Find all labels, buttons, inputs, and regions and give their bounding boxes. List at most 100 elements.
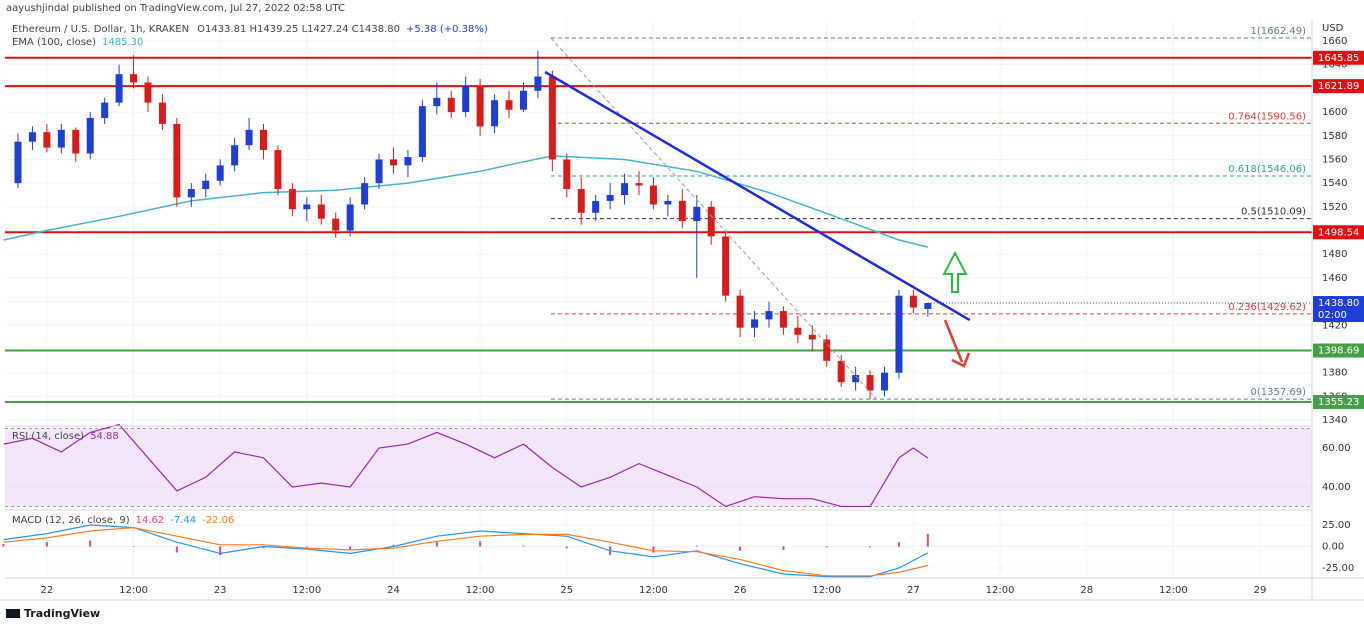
last-price-tag: 1438.80 — [1318, 298, 1359, 309]
down-arrow — [943, 319, 971, 368]
candle-body — [130, 74, 138, 83]
x-tick-label: 12:00 — [292, 585, 321, 596]
macd-hist-bar — [175, 546, 178, 553]
y-tick-label: 1480 — [1322, 249, 1347, 260]
macd-hist-bar — [349, 546, 352, 550]
rsi-legend-value: 54.88 — [90, 431, 119, 442]
candle-body — [606, 194, 614, 201]
candle-body — [635, 183, 643, 186]
candle-body — [216, 165, 224, 181]
candle-body — [57, 129, 65, 148]
candle-body — [722, 236, 730, 296]
signal-line — [3, 526, 928, 577]
fib-label: 0.236(1429.62) — [1228, 302, 1306, 313]
y-tick-label: 0.00 — [1322, 541, 1344, 552]
macd-hist-bar — [825, 546, 828, 548]
macd-legend-value: -7.44 — [170, 515, 196, 526]
y-tick-label: 25.00 — [1322, 520, 1351, 531]
rsi-line — [3, 423, 929, 508]
y-tick-label: 1560 — [1322, 154, 1347, 165]
ema-line — [3, 155, 928, 248]
level-tag: 1621.89 — [1318, 81, 1359, 92]
candle-body — [736, 295, 744, 328]
y-tick-label: 1520 — [1322, 202, 1347, 213]
candle-body — [519, 90, 527, 110]
candle-body — [389, 159, 397, 166]
candle-body — [462, 86, 470, 113]
x-tick-label: 12:00 — [986, 585, 1015, 596]
candle-body — [202, 180, 210, 190]
macd-hist-bar — [262, 546, 265, 549]
candle-body — [924, 303, 932, 309]
x-tick-label: 24 — [387, 585, 400, 596]
macd-legend: MACD (12, 26, close, 9) — [12, 515, 130, 526]
x-tick-label: 29 — [1254, 585, 1267, 596]
fib-label: 1(1662.49) — [1250, 26, 1306, 37]
level-tag: 1398.69 — [1318, 346, 1359, 357]
level-tag: 1498.54 — [1318, 227, 1359, 238]
macd-line — [3, 524, 929, 578]
ema-legend: EMA (100, close) — [12, 37, 96, 48]
candle-body — [418, 106, 426, 158]
candle-body — [534, 76, 542, 91]
x-tick-label: 28 — [1080, 585, 1093, 596]
candle-body — [707, 206, 715, 237]
candle-body — [317, 204, 325, 219]
currency: USD — [1322, 23, 1344, 34]
x-tick-label: 23 — [214, 585, 227, 596]
y-tick-label: 40.00 — [1322, 482, 1351, 493]
countdown: 02:00 — [1318, 310, 1347, 321]
level-tag: 1355.23 — [1318, 397, 1359, 408]
y-tick-label: 1600 — [1322, 107, 1347, 118]
change: +5.38 (+0.38%) — [406, 24, 488, 35]
candle-body — [144, 82, 152, 103]
y-tick-label: 1420 — [1322, 320, 1347, 331]
ohlc: O1433.81 H1439.25 L1427.24 C1438.80 — [197, 24, 400, 35]
candle-body — [72, 129, 80, 154]
candle-body — [173, 123, 181, 198]
x-tick-label: 12:00 — [1159, 585, 1188, 596]
candle-body — [823, 339, 831, 361]
candle-body — [14, 141, 22, 184]
y-tick-label: 1540 — [1322, 178, 1347, 189]
publisher: aayushjindal published on TradingView.co… — [6, 3, 345, 14]
rsi-band — [5, 428, 1312, 507]
macd-hist-bar — [695, 545, 698, 547]
candle-body — [332, 218, 340, 231]
macd-hist-bar — [479, 541, 482, 547]
candle-body — [621, 183, 629, 195]
y-tick-label: 1640 — [1322, 60, 1347, 71]
candle-body — [808, 334, 816, 340]
y-tick-label: 1340 — [1322, 415, 1347, 426]
macd-hist-bar — [392, 544, 395, 547]
level-tag-bg — [1313, 50, 1364, 65]
candle-body — [28, 132, 36, 142]
candle-body — [505, 100, 513, 110]
macd-hist-bar — [2, 543, 5, 547]
candle-body — [866, 375, 874, 391]
macd-hist-bar — [869, 546, 872, 548]
plot — [2, 37, 1312, 578]
macd-hist-bar — [305, 546, 308, 548]
candle-body — [765, 311, 773, 320]
macd-legend-value: -22.06 — [202, 515, 234, 526]
fib-label: 0(1357.69) — [1250, 387, 1306, 398]
candle-body — [693, 206, 701, 222]
rsi-legend: RSI (14, close) — [12, 431, 84, 442]
candle-body — [433, 97, 441, 107]
candle-body — [101, 102, 109, 118]
fib-label: 0.764(1590.56) — [1228, 111, 1306, 122]
candle-body — [303, 204, 311, 210]
candle-body — [115, 74, 123, 103]
candle-body — [187, 189, 195, 198]
macd-hist-bar — [926, 533, 929, 547]
candle-body — [548, 76, 556, 160]
x-tick-label: 26 — [734, 585, 747, 596]
candle-body — [563, 159, 571, 190]
candle-body — [491, 100, 499, 127]
macd-hist-bar — [435, 541, 438, 547]
y-tick-label: 1460 — [1322, 273, 1347, 284]
fib-label: 0.618(1546.06) — [1228, 164, 1306, 175]
up-arrow — [942, 250, 968, 293]
